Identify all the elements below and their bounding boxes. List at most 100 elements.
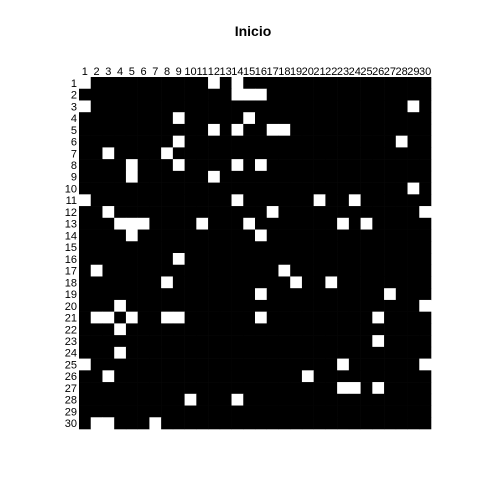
cell-r24-c1 <box>79 346 92 359</box>
cell-r5-c6 <box>137 123 150 136</box>
cell-r26-c5 <box>125 370 138 383</box>
cell-r22-c14 <box>231 323 244 336</box>
cell-r15-c26 <box>372 241 385 254</box>
cell-r8-c10 <box>184 159 197 172</box>
cell-r14-c11 <box>196 229 209 242</box>
cell-r22-c4 <box>114 323 127 336</box>
cell-r24-c14 <box>231 346 244 359</box>
cell-r16-c25 <box>360 253 373 266</box>
cell-r30-c12 <box>208 417 221 430</box>
cell-r21-c6 <box>137 311 150 324</box>
cell-r27-c1 <box>79 382 92 395</box>
cell-r17-c21 <box>313 264 326 277</box>
cell-r10-c15 <box>243 182 256 195</box>
cell-r9-c30 <box>419 170 432 183</box>
cell-r27-c30 <box>419 382 432 395</box>
cell-r15-c20 <box>301 241 314 254</box>
cell-r12-c19 <box>290 206 303 219</box>
cell-r13-c24 <box>348 217 361 230</box>
cell-r27-c12 <box>208 382 221 395</box>
x-tick-label-17: 17 <box>266 66 278 78</box>
cell-r18-c27 <box>384 276 397 289</box>
cell-r21-c4 <box>114 311 127 324</box>
cell-r14-c20 <box>301 229 314 242</box>
cell-r22-c30 <box>419 323 432 336</box>
cell-r12-c10 <box>184 206 197 219</box>
cell-r29-c28 <box>395 405 408 418</box>
cell-r1-c25 <box>360 77 373 90</box>
cell-r17-c15 <box>243 264 256 277</box>
cell-r24-c6 <box>137 346 150 359</box>
cell-r13-c26 <box>372 217 385 230</box>
cell-r21-c7 <box>149 311 162 324</box>
cell-r13-c5 <box>125 217 138 230</box>
cell-r27-c22 <box>325 382 338 395</box>
y-tick-label-26: 26 <box>65 371 77 383</box>
cell-r6-c13 <box>219 135 232 148</box>
cell-r11-c10 <box>184 194 197 207</box>
cell-r3-c26 <box>372 100 385 113</box>
cell-r25-c13 <box>219 358 232 371</box>
cell-r15-c21 <box>313 241 326 254</box>
cell-r30-c13 <box>219 417 232 430</box>
cell-r5-c1 <box>79 123 92 136</box>
cell-r5-c17 <box>266 123 279 136</box>
y-tick-label-20: 20 <box>65 301 77 313</box>
cell-r8-c11 <box>196 159 209 172</box>
y-tick-label-24: 24 <box>65 348 77 360</box>
cell-r20-c30 <box>419 299 432 312</box>
cell-r24-c9 <box>172 346 185 359</box>
cell-r26-c6 <box>137 370 150 383</box>
cell-r11-c17 <box>266 194 279 207</box>
cell-r6-c26 <box>372 135 385 148</box>
cell-r21-c27 <box>384 311 397 324</box>
cell-r2-c3 <box>102 88 115 101</box>
cell-r24-c7 <box>149 346 162 359</box>
cell-r21-c5 <box>125 311 138 324</box>
cell-r23-c12 <box>208 335 221 348</box>
cell-r5-c19 <box>290 123 303 136</box>
cell-r3-c21 <box>313 100 326 113</box>
cell-r12-c4 <box>114 206 127 219</box>
x-tick-label-28: 28 <box>396 66 408 78</box>
cell-r26-c7 <box>149 370 162 383</box>
cell-r13-c25 <box>360 217 373 230</box>
cell-r1-c13 <box>219 77 232 90</box>
cell-r1-c3 <box>102 77 115 90</box>
cell-r3-c2 <box>90 100 103 113</box>
cell-r4-c22 <box>325 112 338 125</box>
cell-r8-c2 <box>90 159 103 172</box>
cell-r18-c5 <box>125 276 138 289</box>
cell-r4-c28 <box>395 112 408 125</box>
cell-r21-c28 <box>395 311 408 324</box>
cell-r16-c3 <box>102 253 115 266</box>
cell-r28-c21 <box>313 393 326 406</box>
y-tick-label-5: 5 <box>71 125 77 137</box>
cell-r23-c17 <box>266 335 279 348</box>
cell-r7-c8 <box>161 147 174 160</box>
cell-r14-c15 <box>243 229 256 242</box>
cell-r18-c17 <box>266 276 279 289</box>
cell-r4-c20 <box>301 112 314 125</box>
cell-r11-c4 <box>114 194 127 207</box>
cell-r23-c23 <box>337 335 350 348</box>
cell-r22-c21 <box>313 323 326 336</box>
cell-r29-c30 <box>419 405 432 418</box>
cell-r25-c1 <box>79 358 92 371</box>
cell-r7-c12 <box>208 147 221 160</box>
cell-r4-c15 <box>243 112 256 125</box>
cell-r27-c11 <box>196 382 209 395</box>
cell-r20-c19 <box>290 299 303 312</box>
cell-r4-c7 <box>149 112 162 125</box>
cell-r17-c16 <box>255 264 268 277</box>
cell-r18-c18 <box>278 276 291 289</box>
cell-r11-c21 <box>313 194 326 207</box>
cell-r21-c25 <box>360 311 373 324</box>
cell-r18-c24 <box>348 276 361 289</box>
cell-r23-c7 <box>149 335 162 348</box>
cell-r19-c2 <box>90 288 103 301</box>
cell-r18-c25 <box>360 276 373 289</box>
cell-r11-c27 <box>384 194 397 207</box>
cell-r5-c9 <box>172 123 185 136</box>
